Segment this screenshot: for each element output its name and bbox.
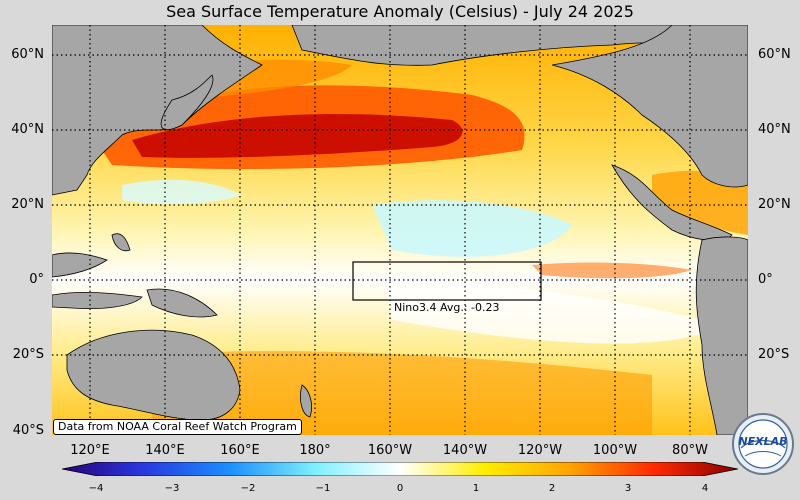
colorbar-gradient [62, 462, 738, 476]
east-equatorial-warm [532, 262, 692, 279]
lon-label: 100°W [592, 443, 638, 458]
nino34-box [352, 261, 542, 301]
land-australia [66, 329, 241, 421]
north-pacific-core [132, 114, 463, 158]
central-pacific-cool [122, 179, 242, 205]
colorbar-tick-label: 2 [548, 483, 556, 494]
south-pacific-warm [152, 351, 652, 435]
logo-text: NEXLAB [738, 435, 787, 448]
gulf-of-mexico-warm [652, 170, 748, 235]
map-title: Sea Surface Temperature Anomaly (Celsius… [166, 2, 634, 21]
colorbar-tick-label: 3 [624, 483, 632, 494]
lat-label-right: 20°S [758, 347, 790, 362]
nino34-average-label: Nino3.4 Avg.: -0.23 [394, 301, 500, 314]
land-philippines [111, 233, 131, 252]
colorbar-tick-label: 0 [396, 483, 404, 494]
lon-label: 140°E [145, 443, 185, 458]
colorbar-tick-label: −3 [164, 483, 180, 494]
sst-anomaly-map [52, 25, 748, 435]
lat-label-left: 40°N [11, 122, 44, 137]
land-new-zealand [300, 384, 312, 418]
land-north-america [551, 25, 748, 188]
colorbar [62, 462, 738, 476]
lon-label: 180° [299, 443, 331, 458]
lon-label: 80°W [672, 443, 708, 458]
nexlab-logo: NEXLAB [732, 413, 794, 475]
lat-label-right: 60°N [758, 47, 791, 62]
lon-label: 140°W [442, 443, 488, 458]
lat-label-right: 20°N [758, 197, 791, 212]
lon-label: 120°E [70, 443, 110, 458]
lat-label-right: 0° [758, 272, 773, 287]
colorbar-tick-label: −2 [240, 483, 256, 494]
southeast-pacific-white [382, 275, 722, 344]
lat-label-left: 60°N [11, 47, 44, 62]
graticule [52, 25, 748, 435]
land-southeast-asia [52, 252, 108, 278]
colorbar-tick-label: 4 [701, 483, 709, 494]
equatorial-cool-zone [372, 200, 572, 257]
colorbar-tick-label: −1 [315, 483, 331, 494]
lat-label-left: 40°S [12, 423, 44, 438]
land-borneo-indonesia [52, 291, 143, 309]
colorbar-tick-label: −4 [88, 483, 104, 494]
lon-label: 120°W [517, 443, 563, 458]
land-mexico [611, 164, 733, 241]
colorbar-tick-label: 1 [472, 483, 480, 494]
lat-label-left: 20°S [12, 347, 44, 362]
land-japan [160, 74, 214, 131]
lat-label-left: 20°N [11, 197, 44, 212]
lon-label: 160°E [220, 443, 260, 458]
lon-label: 160°W [367, 443, 413, 458]
lat-label-right: 40°N [758, 122, 791, 137]
lat-label-left: 0° [29, 272, 44, 287]
data-credit-label: Data from NOAA Coral Reef Watch Program [53, 419, 302, 435]
land-south-america [695, 236, 748, 435]
